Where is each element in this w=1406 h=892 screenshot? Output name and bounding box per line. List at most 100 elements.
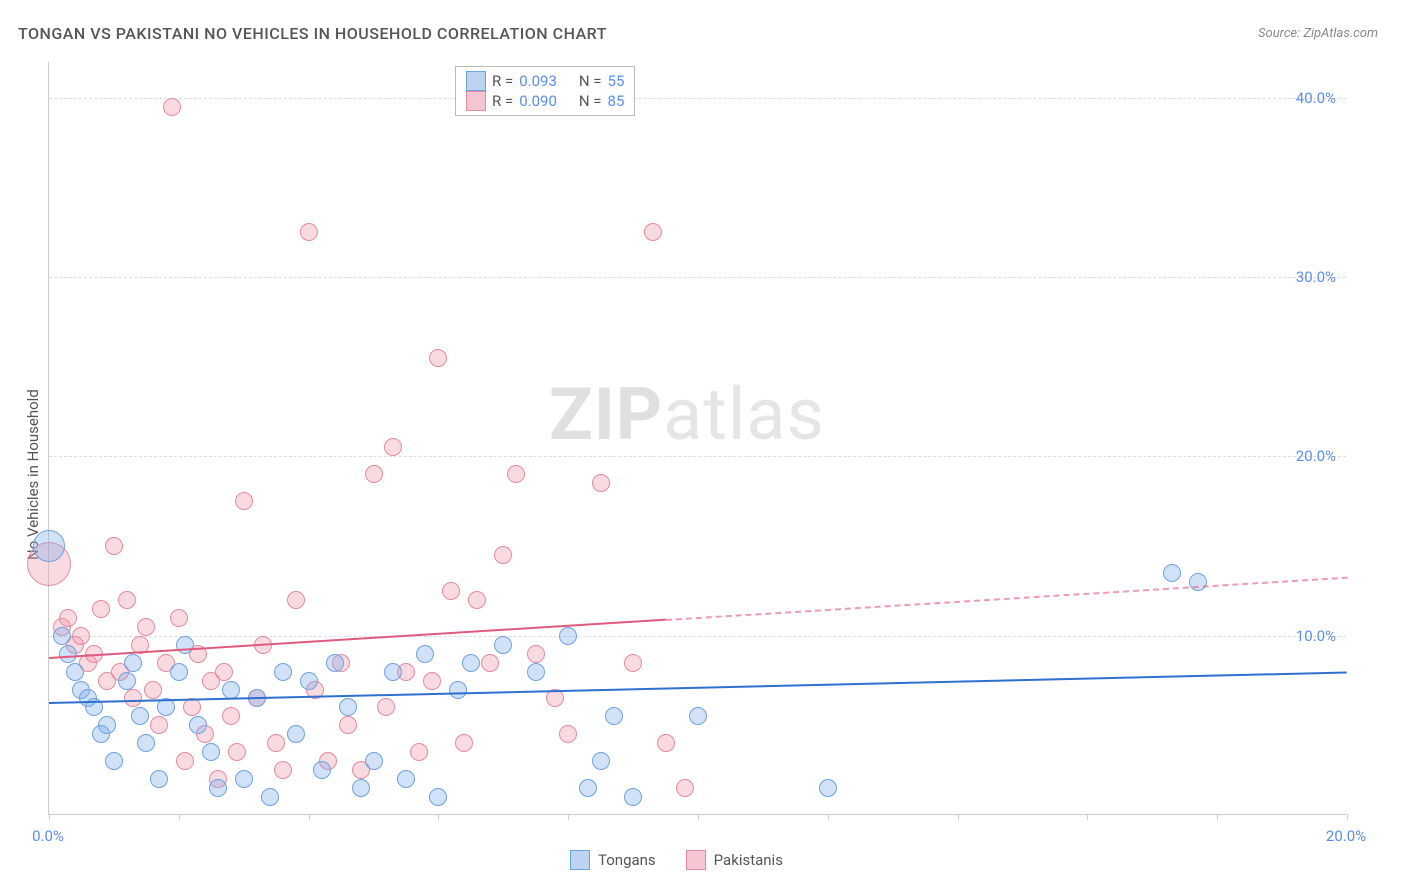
pakistani-point <box>170 609 188 627</box>
pakistani-point <box>105 537 123 555</box>
tongan-point <box>137 734 155 752</box>
series-label: Tongans <box>598 851 656 869</box>
pakistani-point <box>267 734 285 752</box>
tongan-point <box>176 636 194 654</box>
x-tick <box>828 814 829 820</box>
series-legend-item: Tongans <box>570 850 656 870</box>
x-tick <box>698 814 699 820</box>
gridline <box>49 456 1346 457</box>
r-value: 0.090 <box>519 92 557 110</box>
tongan-trendline <box>49 672 1347 704</box>
source-name: ZipAtlas.com <box>1303 26 1378 41</box>
watermark-bold: ZIP <box>549 372 663 457</box>
tongan-point <box>274 663 292 681</box>
pakistani-point <box>527 645 545 663</box>
tongan-point <box>559 627 577 645</box>
x-tick <box>309 814 310 820</box>
chart-title: TONGAN VS PAKISTANI NO VEHICLES IN HOUSE… <box>18 24 607 43</box>
pakistani-point <box>72 627 90 645</box>
pakistani-point <box>339 716 357 734</box>
pakistani-point <box>481 654 499 672</box>
legend-swatch-icon <box>466 71 486 91</box>
x-tick <box>1087 814 1088 820</box>
tongan-point <box>624 788 642 806</box>
source-attribution: Source: ZipAtlas.com <box>1258 26 1378 41</box>
plot-area: ZIPatlas 10.0%20.0%30.0%40.0% <box>48 62 1346 815</box>
pakistani-point <box>176 752 194 770</box>
pakistani-point <box>494 546 512 564</box>
legend-swatch-icon <box>466 91 486 111</box>
pakistani-point <box>59 609 77 627</box>
tongan-point <box>235 770 253 788</box>
tongan-point <box>579 779 597 797</box>
pakistani-point <box>300 223 318 241</box>
tongan-point <box>222 681 240 699</box>
tongan-point <box>462 654 480 672</box>
x-tick <box>49 814 50 820</box>
x-tick <box>438 814 439 820</box>
stats-legend-row: R =0.093N =55 <box>466 71 624 91</box>
tongan-point <box>202 743 220 761</box>
pakistani-point <box>124 689 142 707</box>
r-value: 0.093 <box>519 72 557 90</box>
tongan-point <box>313 761 331 779</box>
tongan-point <box>326 654 344 672</box>
n-value: 55 <box>608 72 625 90</box>
pakistani-point <box>228 743 246 761</box>
tongan-point <box>416 645 434 663</box>
tongan-point <box>605 707 623 725</box>
tongan-point <box>592 752 610 770</box>
gridline <box>49 98 1346 99</box>
pakistani-point <box>137 618 155 636</box>
y-tick-label: 40.0% <box>1296 89 1336 107</box>
tongan-point <box>150 770 168 788</box>
series-label: Pakistanis <box>714 851 783 869</box>
tongan-point <box>494 636 512 654</box>
tongan-point <box>66 663 84 681</box>
stats-legend: R =0.093N =55R =0.090N =85 <box>455 66 635 116</box>
pakistani-point <box>442 582 460 600</box>
x-tick <box>568 814 569 820</box>
tongan-point <box>352 779 370 797</box>
tongan-point <box>339 698 357 716</box>
tongan-point <box>819 779 837 797</box>
x-tick <box>179 814 180 820</box>
tongan-point <box>59 645 77 663</box>
pakistani-point <box>118 591 136 609</box>
n-label: N = <box>579 72 602 90</box>
tongan-point <box>287 725 305 743</box>
pakistani-point <box>287 591 305 609</box>
pakistani-point <box>215 663 233 681</box>
pakistani-point <box>150 716 168 734</box>
gridline <box>49 636 1346 637</box>
tongan-point <box>1163 564 1181 582</box>
legend-swatch-icon <box>686 850 706 870</box>
tongan-point <box>384 663 402 681</box>
x-tick <box>958 814 959 820</box>
watermark-text: ZIPatlas <box>549 372 825 457</box>
pakistani-point <box>676 779 694 797</box>
n-value: 85 <box>608 92 625 110</box>
pakistani-point <box>410 743 428 761</box>
pakistani-point <box>365 465 383 483</box>
pakistani-point <box>455 734 473 752</box>
y-tick-label: 20.0% <box>1296 447 1336 465</box>
tongan-point <box>449 681 467 699</box>
tongan-point <box>261 788 279 806</box>
tongan-point <box>365 752 383 770</box>
y-tick-label: 10.0% <box>1296 627 1336 645</box>
series-legend: Tongans Pakistanis <box>570 850 783 870</box>
legend-swatch-icon <box>570 850 590 870</box>
tongan-point <box>300 672 318 690</box>
tongan-point <box>124 654 142 672</box>
x-tick-label: 0.0% <box>32 827 64 845</box>
stats-legend-row: R =0.090N =85 <box>466 91 624 111</box>
tongan-point <box>33 530 65 562</box>
x-tick-label: 20.0% <box>1326 827 1366 845</box>
tongan-point <box>170 663 188 681</box>
pakistani-point <box>468 591 486 609</box>
tongan-point <box>527 663 545 681</box>
x-tick <box>1217 814 1218 820</box>
pakistani-point <box>222 707 240 725</box>
tongan-point <box>118 672 136 690</box>
